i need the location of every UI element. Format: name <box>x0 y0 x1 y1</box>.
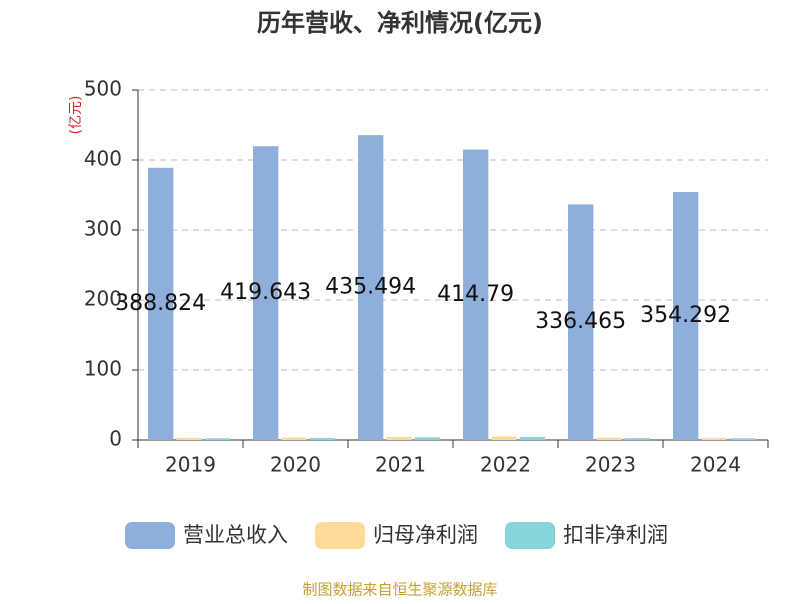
bar <box>519 436 545 440</box>
bar <box>281 437 307 440</box>
x-tick-label: 2019 <box>165 453 216 477</box>
y-tick-label: 100 <box>84 357 122 381</box>
x-tick-label: 2024 <box>690 453 741 477</box>
chart-title: 历年营收、净利情况(亿元) <box>257 9 543 37</box>
data-label: 414.79 <box>437 282 514 307</box>
data-label: 388.824 <box>115 291 206 316</box>
legend-swatch <box>505 522 555 549</box>
x-tick-label: 2021 <box>375 453 426 477</box>
data-label: 419.643 <box>220 280 311 305</box>
bar <box>729 438 755 440</box>
bar <box>204 438 230 440</box>
y-tick-label: 200 <box>84 287 122 311</box>
source-note: 制图数据来自恒生聚源数据库 <box>302 581 497 599</box>
y-tick-label: 0 <box>109 427 122 451</box>
bar <box>358 135 384 440</box>
data-label: 435.494 <box>325 275 416 300</box>
bar <box>148 167 174 441</box>
bar <box>309 437 335 440</box>
y-tick-label: 300 <box>84 217 122 241</box>
x-tick-label: 2020 <box>270 453 321 477</box>
x-tick-label: 2022 <box>480 453 531 477</box>
bar <box>673 191 699 440</box>
data-label: 354.292 <box>640 303 731 328</box>
y-tick-label: 400 <box>84 147 122 171</box>
x-tick-label: 2023 <box>585 453 636 477</box>
bar <box>596 437 622 440</box>
bar <box>414 437 440 440</box>
data-label: 336.465 <box>535 309 626 334</box>
bar <box>176 437 202 440</box>
legend-label: 扣非净利润 <box>563 523 668 547</box>
bar <box>463 149 489 440</box>
bar <box>491 436 517 440</box>
bar <box>701 437 727 440</box>
y-axis-label: (亿元) <box>68 96 84 135</box>
legend-swatch <box>125 522 175 549</box>
bar <box>624 438 650 440</box>
bar <box>253 146 279 441</box>
legend-label: 归母净利润 <box>373 523 478 547</box>
y-tick-label: 500 <box>84 77 122 101</box>
legend-swatch <box>315 522 365 549</box>
legend-label: 营业总收入 <box>183 523 288 547</box>
bar <box>568 204 594 440</box>
bar <box>386 436 412 440</box>
